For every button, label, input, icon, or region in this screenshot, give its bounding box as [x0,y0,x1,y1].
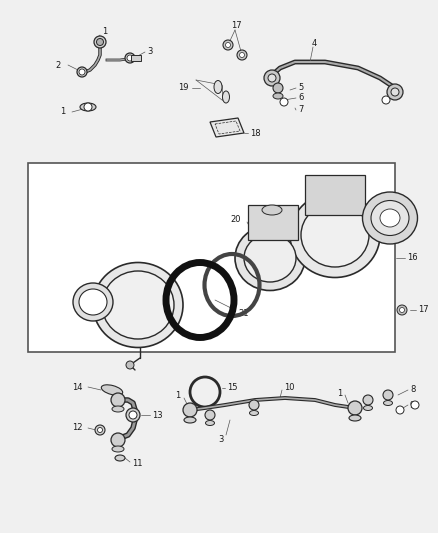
Circle shape [280,98,288,106]
Circle shape [223,40,233,50]
Text: 11: 11 [132,458,142,467]
Text: 6: 6 [298,93,304,101]
Ellipse shape [262,205,282,215]
Ellipse shape [235,225,305,290]
Circle shape [363,395,373,405]
Circle shape [125,53,135,63]
Bar [28,163,395,352]
Ellipse shape [244,234,296,282]
Circle shape [205,410,215,420]
Circle shape [240,52,244,58]
Text: 16: 16 [407,254,417,262]
Text: 2: 2 [55,61,60,69]
Polygon shape [210,118,244,137]
Ellipse shape [102,271,174,339]
Circle shape [95,425,105,435]
Circle shape [391,88,399,96]
Circle shape [399,308,405,312]
Text: 7: 7 [298,106,304,115]
Text: 14: 14 [72,383,82,392]
Circle shape [98,427,102,432]
Circle shape [94,36,106,48]
Ellipse shape [371,200,409,236]
Text: 10: 10 [284,384,294,392]
Circle shape [383,390,393,400]
Ellipse shape [349,415,361,421]
Circle shape [387,84,403,100]
Text: 17: 17 [418,305,429,314]
Ellipse shape [223,91,230,103]
Ellipse shape [273,93,283,99]
Circle shape [127,55,133,61]
Circle shape [126,408,140,422]
Ellipse shape [115,455,125,461]
Circle shape [77,67,87,77]
Circle shape [396,406,404,414]
Ellipse shape [301,203,369,267]
Text: 5: 5 [298,83,303,92]
Circle shape [226,43,230,47]
Text: 9: 9 [410,400,415,409]
Circle shape [273,83,283,93]
Ellipse shape [364,406,372,410]
Text: 20: 20 [230,215,240,224]
Ellipse shape [205,421,215,425]
Bar [305,175,365,215]
Ellipse shape [112,446,124,452]
Text: 8: 8 [410,384,415,393]
Circle shape [237,50,247,60]
Text: 18: 18 [250,128,261,138]
Text: 1: 1 [60,108,65,117]
Ellipse shape [363,192,417,244]
Ellipse shape [250,410,258,416]
Bar [131,55,141,61]
Circle shape [84,103,92,111]
Ellipse shape [214,80,222,93]
Circle shape [79,69,85,75]
Text: 1: 1 [337,389,342,398]
Circle shape [397,305,407,315]
Text: 12: 12 [72,423,82,432]
Circle shape [268,74,276,82]
Ellipse shape [93,262,183,348]
Circle shape [129,411,137,419]
Circle shape [264,70,280,86]
Text: 21: 21 [238,309,248,318]
Text: 1: 1 [102,27,107,36]
Text: 3: 3 [147,46,152,55]
Circle shape [111,433,125,447]
Circle shape [411,401,419,409]
Ellipse shape [80,103,96,111]
Text: 19: 19 [178,84,188,93]
Ellipse shape [101,385,123,395]
Text: 1: 1 [175,392,180,400]
Circle shape [111,393,125,407]
Text: 13: 13 [152,410,162,419]
Text: 17: 17 [231,21,241,30]
Circle shape [183,403,197,417]
Text: 3: 3 [218,435,223,445]
Ellipse shape [380,209,400,227]
Circle shape [96,38,103,45]
Ellipse shape [290,192,380,278]
Bar [248,205,298,240]
Circle shape [126,361,134,369]
Ellipse shape [79,289,107,315]
Ellipse shape [112,406,124,412]
Circle shape [348,401,362,415]
Circle shape [382,96,390,104]
Text: 4: 4 [311,39,317,49]
Text: 15: 15 [227,384,237,392]
Ellipse shape [73,283,113,321]
Ellipse shape [184,417,196,423]
Ellipse shape [384,400,392,406]
Circle shape [249,400,259,410]
